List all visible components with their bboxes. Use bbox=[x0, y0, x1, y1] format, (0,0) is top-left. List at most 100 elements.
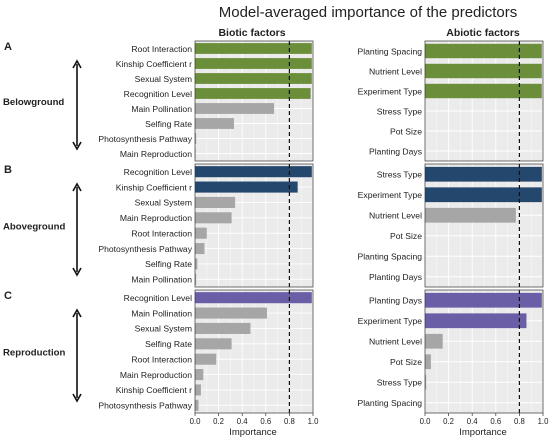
bar bbox=[425, 83, 542, 99]
bar bbox=[195, 307, 267, 319]
category-label: Kinship Coefficient r bbox=[116, 182, 192, 192]
category-label: Sexual System bbox=[135, 74, 192, 84]
panel-border bbox=[424, 40, 544, 162]
x-tick-label: 0.2 bbox=[213, 417, 224, 426]
bar bbox=[195, 258, 198, 270]
category-label: Selfing Rate bbox=[145, 119, 192, 129]
category-label: Main Reproduction bbox=[120, 213, 192, 223]
x-axis-label-abiotic: Importance bbox=[459, 427, 507, 438]
bar bbox=[195, 227, 207, 239]
bar bbox=[195, 103, 275, 114]
arrow-head-up bbox=[72, 182, 82, 192]
category-label: Pot Size bbox=[390, 231, 422, 241]
category-label: Main Pollination bbox=[131, 275, 192, 285]
bar bbox=[195, 212, 232, 224]
x-tick-label: 1.0 bbox=[308, 417, 320, 426]
x-tick-label: 0.6 bbox=[260, 417, 271, 426]
panel-border bbox=[194, 163, 314, 288]
bar bbox=[195, 369, 204, 381]
bar bbox=[195, 133, 197, 144]
category-label: Experiment Type bbox=[358, 316, 423, 326]
x-tick-label: 0.4 bbox=[237, 417, 249, 426]
bar bbox=[195, 166, 312, 178]
x-axis-label-biotic: Importance bbox=[229, 427, 277, 438]
bar bbox=[195, 88, 311, 99]
category-label: Planting Spacing bbox=[358, 252, 423, 262]
category-label: Planting Days bbox=[369, 296, 422, 306]
bar bbox=[195, 384, 201, 396]
x-tick-label: 0.2 bbox=[443, 417, 454, 426]
category-label: Stress Type bbox=[377, 378, 422, 388]
panel-border bbox=[424, 163, 544, 288]
bar bbox=[195, 118, 234, 129]
row-name-reproduction: Reproduction bbox=[3, 348, 65, 359]
category-label: Root Interaction bbox=[131, 228, 192, 238]
arrow-head-up bbox=[72, 59, 82, 69]
bar bbox=[425, 63, 542, 79]
panel-b-abiotic: Stress Type Experiment Type Nutrient Level… bbox=[358, 163, 544, 288]
bar bbox=[425, 354, 431, 370]
panel-b-biotic: Recognition Level Kinship Coefficient r Se… bbox=[98, 163, 314, 288]
category-label: Photosynthesis Pathway bbox=[98, 134, 192, 144]
bar bbox=[195, 399, 199, 411]
category-label: Main Reproduction bbox=[120, 370, 192, 380]
row-letter-b: B bbox=[4, 164, 12, 176]
category-label: Experiment Type bbox=[358, 86, 423, 96]
panel-border bbox=[194, 40, 314, 162]
arrow-head-down bbox=[72, 393, 82, 403]
row-letter-a: A bbox=[4, 41, 12, 53]
bar bbox=[195, 73, 312, 84]
category-label: Photosynthesis Pathway bbox=[98, 401, 192, 411]
category-label: Sexual System bbox=[135, 198, 192, 208]
category-label: Nutrient Level bbox=[369, 211, 422, 221]
x-tick-label: 0.6 bbox=[490, 417, 501, 426]
x-tick-label: 0.8 bbox=[514, 417, 525, 426]
category-label: Planting Days bbox=[369, 146, 422, 156]
category-label: Selfing Rate bbox=[145, 339, 192, 349]
bar bbox=[195, 353, 217, 365]
row-letter-c: C bbox=[4, 290, 12, 302]
category-label: Recognition Level bbox=[124, 293, 192, 303]
category-label: Root Interaction bbox=[131, 354, 192, 364]
arrow-head-down bbox=[72, 141, 82, 151]
bar bbox=[195, 43, 312, 54]
panel-border bbox=[194, 289, 314, 414]
category-label: Stress Type bbox=[377, 170, 422, 180]
category-label: Nutrient Level bbox=[369, 337, 422, 347]
bar bbox=[195, 243, 205, 255]
panel-a-abiotic: Planting Spacing Nutrient Level Experiment… bbox=[358, 40, 544, 162]
category-label: Sexual System bbox=[135, 324, 192, 334]
bar bbox=[195, 196, 236, 208]
bar bbox=[425, 374, 427, 390]
x-tick-label: 0.0 bbox=[420, 417, 432, 426]
x-tick-label: 0.0 bbox=[190, 417, 202, 426]
category-label: Pot Size bbox=[390, 126, 422, 136]
category-label: Main Pollination bbox=[131, 104, 192, 114]
category-label: Experiment Type bbox=[358, 190, 423, 200]
bar bbox=[425, 292, 542, 308]
double-arrow bbox=[72, 308, 82, 403]
x-tick-label: 0.8 bbox=[284, 417, 295, 426]
category-label: Kinship Coefficient r bbox=[116, 385, 192, 395]
bar bbox=[425, 207, 516, 223]
panel-a-biotic: Root Interaction Kinship Coefficient r Sex… bbox=[98, 40, 314, 162]
category-label: Pot Size bbox=[390, 357, 422, 367]
double-arrow bbox=[72, 182, 82, 277]
bar bbox=[425, 43, 542, 59]
x-tick-label: 0.4 bbox=[467, 417, 479, 426]
panel-border bbox=[424, 289, 544, 414]
column-title-biotic: Biotic factors bbox=[218, 27, 285, 39]
category-label: Main Pollination bbox=[131, 308, 192, 318]
bar bbox=[195, 322, 251, 334]
bar bbox=[425, 333, 443, 349]
category-label: Photosynthesis Pathway bbox=[98, 244, 192, 254]
arrow-head-up bbox=[72, 308, 82, 318]
arrow-head-down bbox=[72, 267, 82, 277]
category-label: Recognition Level bbox=[124, 167, 192, 177]
bar bbox=[195, 338, 232, 350]
category-label: Selfing Rate bbox=[145, 259, 192, 269]
panel-c-biotic: Recognition Level Main Pollination Sexual … bbox=[98, 289, 320, 426]
x-tick-label: 1.0 bbox=[538, 417, 550, 426]
bar bbox=[195, 58, 312, 69]
